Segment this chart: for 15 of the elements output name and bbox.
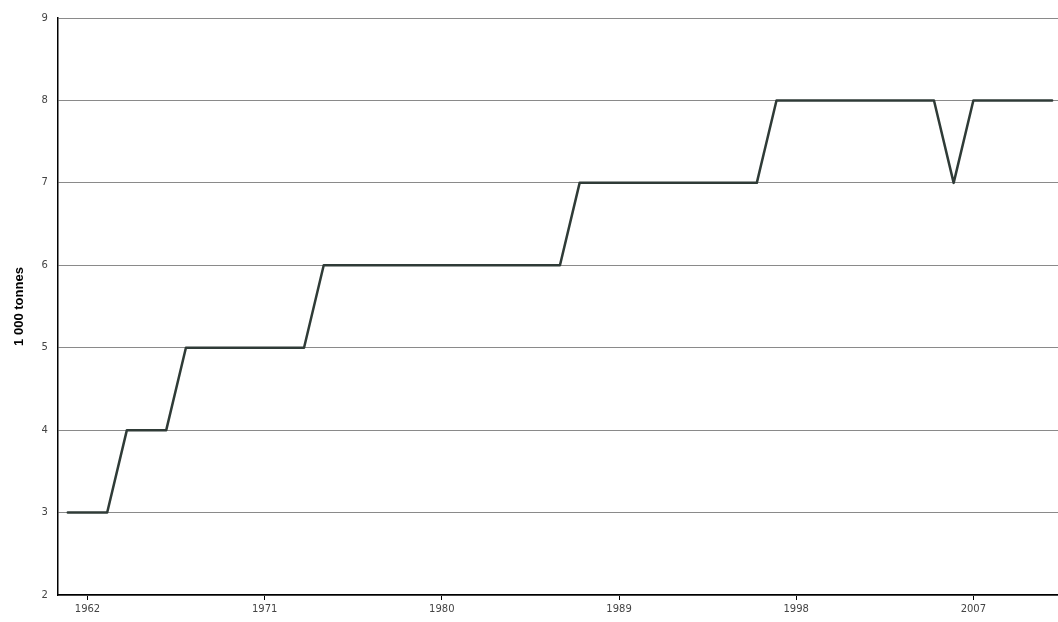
x-tick-label: 1962 [74, 602, 101, 614]
y-tick-label: 5 [41, 341, 48, 353]
y-tick-label: 6 [41, 258, 48, 270]
y-tick-label: 4 [41, 423, 48, 435]
x-tick-label: 1998 [783, 602, 809, 614]
x-tick-label: 2007 [960, 602, 987, 614]
x-tick-label: 1989 [606, 602, 632, 614]
y-tick-label: 7 [41, 176, 48, 188]
x-tick-label: 1980 [429, 602, 455, 614]
x-tick-label: 1971 [251, 602, 278, 614]
y-tick-label: 8 [41, 94, 48, 106]
y-tick-label: 3 [41, 506, 48, 518]
y-tick-label: 2 [41, 588, 48, 600]
y-tick-label: 9 [41, 11, 48, 23]
y-axis-title: 1 000 tonnes [11, 267, 27, 346]
